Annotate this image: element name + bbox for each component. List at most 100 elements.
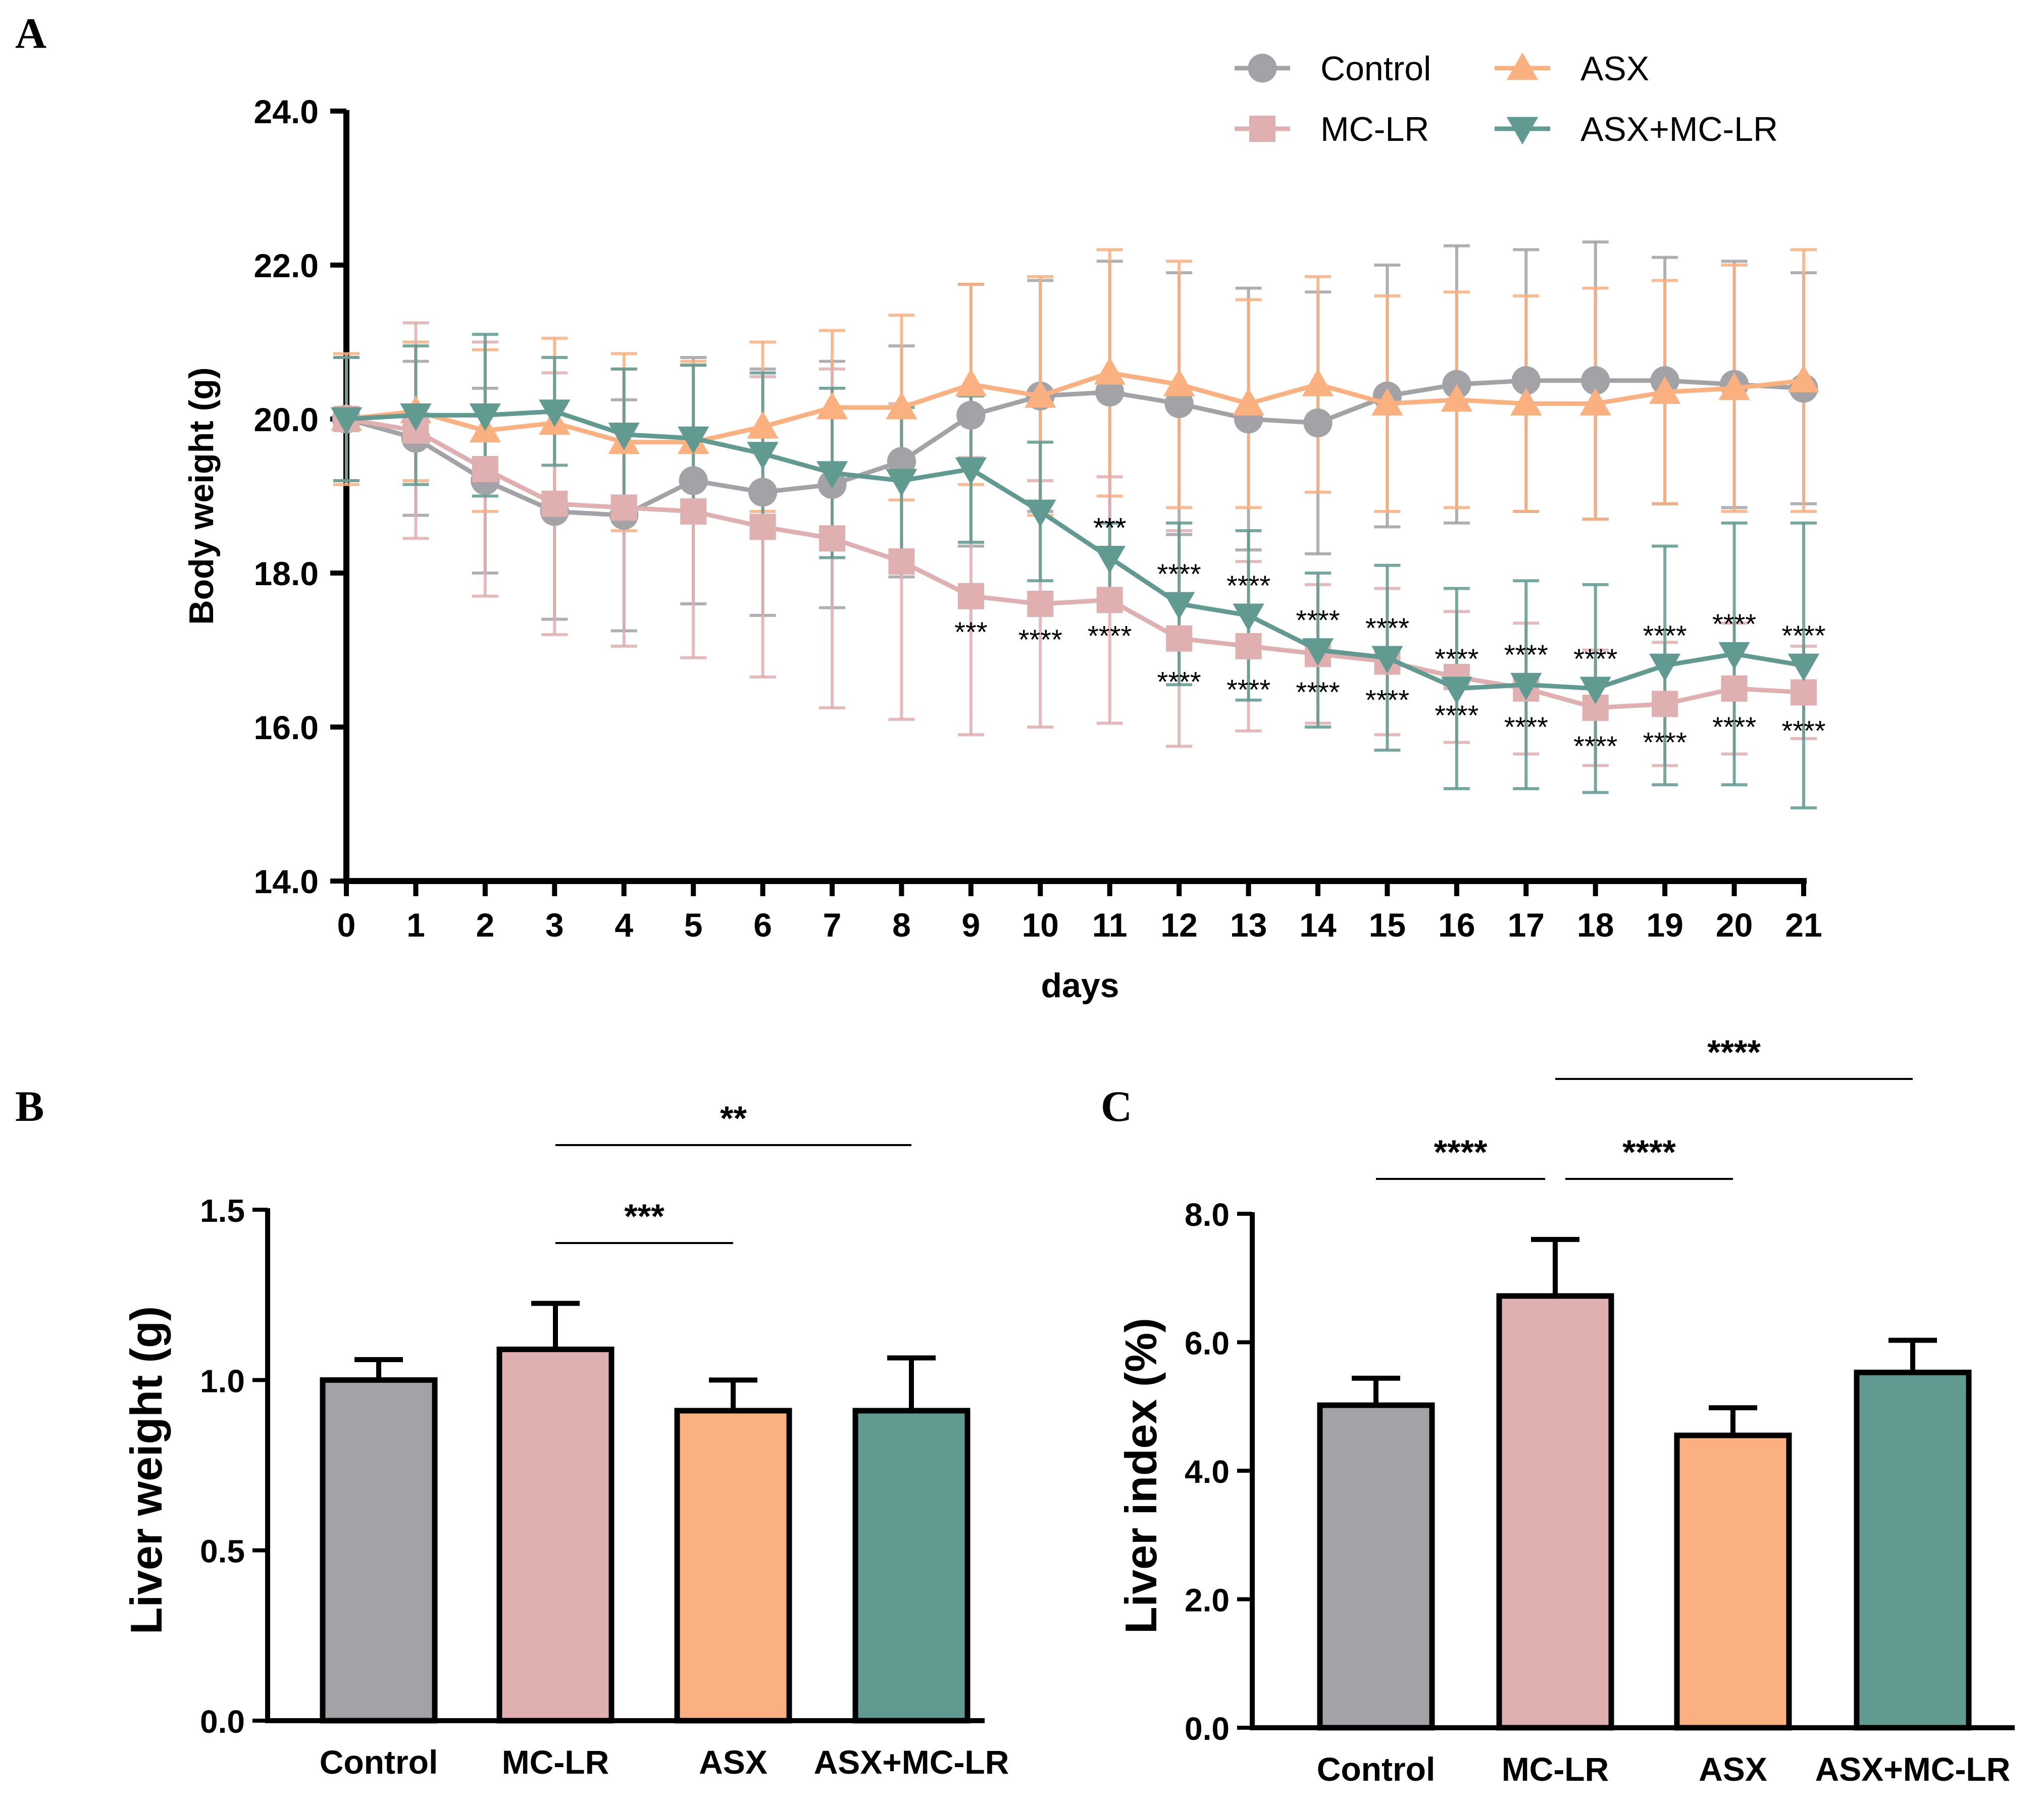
x-tick-label: 20 (1716, 906, 1753, 944)
significance-label: **** (1157, 666, 1201, 698)
y-tick-label: 24.0 (254, 93, 319, 130)
data-point (1025, 499, 1056, 528)
data-point (1233, 388, 1264, 416)
y-axis-label: Body weight (g) (182, 368, 221, 625)
data-point (816, 461, 848, 489)
data-point (1510, 673, 1542, 701)
significance-label: **** (1707, 1033, 1761, 1071)
data-point (1787, 365, 1820, 393)
significance-label: **** (1573, 730, 1617, 762)
data-point (886, 469, 917, 497)
significance-label: **** (1296, 604, 1340, 636)
series-line (346, 417, 1804, 710)
x-tick-label: 16 (1438, 906, 1475, 944)
series-line (346, 370, 1804, 445)
data-point (1095, 378, 1125, 407)
data-point (679, 466, 708, 495)
data-point (956, 400, 986, 430)
data-point (1027, 591, 1054, 617)
data-point (1579, 677, 1611, 704)
significance-label: **** (1622, 1133, 1676, 1171)
x-tick-label: 19 (1646, 906, 1683, 944)
significance-label: *** (954, 616, 987, 648)
data-point (886, 391, 917, 420)
data-point (677, 426, 709, 454)
x-tick-label: 1 (406, 906, 425, 944)
data-point (1649, 653, 1681, 682)
data-point (1094, 357, 1126, 385)
data-point (1164, 389, 1194, 419)
significance-label: **** (1573, 643, 1617, 675)
legend-label: ASX+MC-LR (1580, 110, 1778, 148)
data-point (1581, 366, 1610, 395)
data-point (1096, 587, 1123, 613)
data-point (1511, 366, 1541, 395)
significance-label: **** (1781, 714, 1825, 746)
y-axis-label: Liver index (%) (1116, 1318, 1166, 1634)
x-tick-label: 7 (823, 906, 842, 944)
y-tick-label: 16.0 (254, 709, 319, 746)
data-point (1371, 646, 1403, 674)
y-tick-label: 22.0 (254, 247, 319, 284)
data-point (680, 498, 707, 525)
significance-label: **** (1434, 1133, 1488, 1171)
significance-label: **** (1504, 711, 1548, 743)
data-point (1510, 388, 1542, 416)
significance-label: **** (1227, 570, 1270, 601)
significance-label: **** (1157, 558, 1201, 590)
x-tick-label: 0 (337, 906, 356, 944)
significance-label: **** (1296, 676, 1340, 708)
data-point (748, 478, 778, 507)
x-tick-label: 14 (1299, 906, 1337, 944)
y-tick-label: 14.0 (254, 863, 319, 900)
x-tick-label: 10 (1022, 906, 1059, 944)
data-point (955, 457, 987, 485)
data-point (1791, 679, 1817, 706)
significance-label: **** (1712, 711, 1756, 743)
panel-label-c: C (1101, 1082, 1132, 1130)
data-point (1652, 691, 1678, 717)
bar (320, 1377, 438, 1724)
significance-label: **** (1365, 612, 1409, 644)
data-point (1441, 677, 1473, 704)
data-point (608, 423, 640, 450)
y-tick-label: 8.0 (1185, 1197, 1230, 1233)
data-point (472, 456, 498, 483)
x-tick-label: 13 (1230, 906, 1267, 944)
data-point (541, 490, 568, 517)
significance-label: **** (1643, 726, 1687, 758)
data-point (1718, 372, 1750, 400)
x-tick-label: ASX (699, 1743, 768, 1781)
x-tick-label: 2 (476, 906, 494, 944)
y-tick-label: 1.0 (200, 1363, 245, 1399)
data-point (1302, 369, 1334, 396)
x-tick-label: 21 (1785, 906, 1822, 944)
significance-label: **** (1643, 619, 1687, 651)
data-point (1025, 380, 1056, 408)
legend: Control ASX MC-LR ASX+MC-LR (1235, 49, 1778, 148)
data-point (469, 403, 501, 431)
body-weight-line-chart: 14.016.018.020.022.024.00 1 2 3 4 5 6 7 8 9 10 11 12… (182, 49, 1826, 1005)
data-point (610, 494, 637, 521)
x-tick-label: 5 (684, 906, 703, 944)
legend-marker (1249, 116, 1275, 142)
y-tick-label: 20.0 (254, 401, 319, 438)
liver-index-bar-chart: 0.0 2.0 4.0 6.0 8.0 Liver index (%) Control MC-… (1116, 1033, 2015, 1788)
bar (1854, 1369, 1972, 1731)
x-axis-label: days (1041, 966, 1119, 1005)
data-point (539, 399, 571, 427)
data-point (1094, 546, 1126, 574)
data-point (749, 513, 776, 540)
data-point (1649, 376, 1681, 404)
y-tick-label: 0.0 (1185, 1711, 1230, 1747)
data-point (1371, 388, 1403, 416)
x-tick-label: Control (1317, 1750, 1436, 1788)
significance-label: **** (1088, 619, 1132, 651)
data-point (747, 442, 779, 470)
bar (674, 1408, 792, 1724)
x-tick-label: 9 (961, 906, 980, 944)
x-tick-label: 12 (1160, 906, 1197, 944)
significance-label: *** (1093, 512, 1126, 544)
data-point (1721, 675, 1748, 702)
